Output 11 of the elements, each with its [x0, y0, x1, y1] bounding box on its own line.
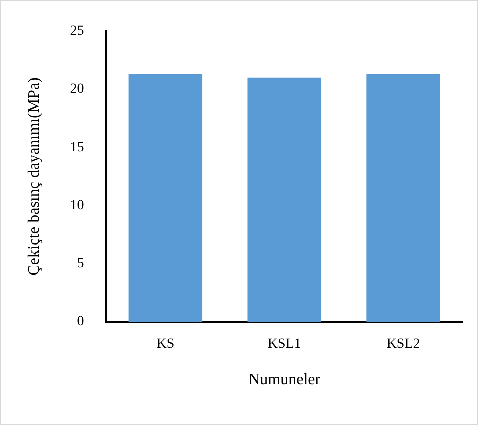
y-tick-label: 10: [70, 198, 84, 214]
y-tick-label: 5: [77, 256, 84, 272]
y-tick-label: 20: [70, 82, 84, 98]
x-tick-label: KSL2: [386, 337, 420, 352]
y-tick-label: 25: [70, 24, 84, 40]
x-tick-label: KSL1: [268, 337, 302, 352]
x-axis-title: Numuneler: [248, 372, 322, 389]
y-tick-label: 15: [70, 140, 84, 156]
y-tick-label: 0: [77, 314, 84, 330]
y-axis-title: Çekiçte basınç dayanımı(MPa): [26, 78, 43, 276]
x-tick-label: KS: [156, 337, 175, 352]
